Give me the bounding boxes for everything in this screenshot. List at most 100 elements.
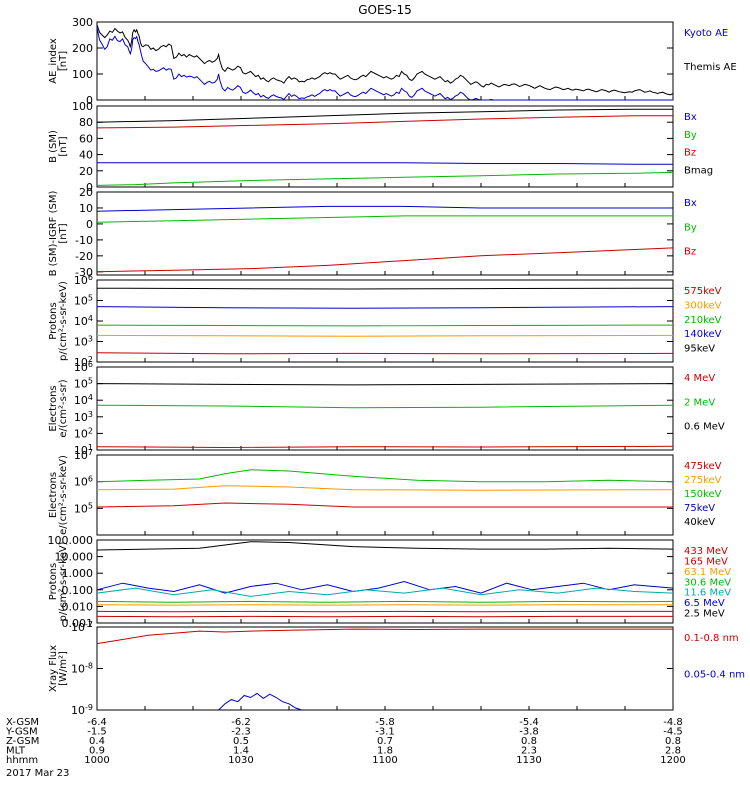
legend-entry: 2.5 MeV	[684, 609, 725, 620]
series-line-Bmag	[97, 109, 673, 122]
y-tick-label: 40	[79, 149, 93, 162]
series-line-475keV	[97, 503, 673, 507]
y-tick-label: 10-8	[71, 661, 93, 676]
legend-entry: By	[684, 222, 697, 233]
legend-entry: 140keV	[684, 329, 722, 340]
series-line-0-1-0-8-nm	[97, 629, 673, 644]
date-label: 2017 Mar 23	[6, 768, 69, 779]
y-tick-label: 20	[79, 165, 93, 178]
series-line-Bx	[97, 163, 673, 165]
legend-entry: 30.6 MeV	[684, 577, 731, 588]
y-tick-label: 102	[74, 426, 93, 441]
y-tick-label: 10-9	[71, 703, 93, 718]
y-axis-label: e/(cm²-s-sr-keV)	[58, 455, 69, 535]
panel-frame	[97, 455, 673, 535]
panel-protons_mev: 100.00010.0001.0000.1000.0100.001Protons…	[48, 534, 732, 630]
y-tick-label: 106	[74, 474, 93, 489]
y-tick-label: 80	[79, 116, 93, 129]
y-tick-label: 103	[74, 409, 93, 424]
y-axis-label: p/(cm²-s-sr-keV)	[58, 281, 69, 361]
series-line-Bz	[97, 116, 673, 128]
legend-entry: 165 MeV	[684, 556, 728, 567]
y-axis-label: [W/m²]	[58, 651, 69, 686]
series-line-Bx	[97, 206, 673, 211]
series-line-Bz	[97, 248, 673, 272]
y-tick-label: 10	[79, 202, 93, 215]
legend-entry: By	[684, 130, 697, 141]
legend-entry: Kyoto AE	[684, 28, 728, 39]
x-axis-row-label: hhmm	[6, 755, 38, 766]
legend-entry: 433 MeV	[684, 546, 728, 557]
x-axis-row-value: 1100	[372, 755, 397, 766]
y-tick-label: 106	[74, 360, 93, 375]
legend-entry: Themis AE	[683, 62, 737, 73]
y-tick-label: 106	[74, 273, 93, 288]
y-tick-label: 104	[74, 314, 93, 329]
y-tick-label: 100	[72, 100, 93, 113]
y-tick-label: -20	[75, 250, 93, 263]
series-line-275keV	[97, 486, 673, 491]
y-tick-label: 103	[74, 334, 93, 349]
legend-entry: 0.6 MeV	[684, 422, 725, 433]
legend-entry: 75keV	[684, 503, 715, 514]
legend-entry: 2 MeV	[684, 397, 715, 408]
series-line-300keV	[97, 335, 673, 336]
panel-frame	[97, 367, 673, 450]
legend-entry: Bz	[684, 247, 696, 258]
series-line-30-6-MeV	[97, 601, 673, 602]
y-tick-label: 0	[86, 218, 93, 231]
legend-entry: 4 MeV	[684, 373, 715, 384]
series-line-210keV	[97, 325, 673, 326]
legend-entry: Bx	[684, 198, 697, 209]
y-tick-label: 100.000	[48, 534, 94, 547]
legend-entry: Bz	[684, 148, 696, 159]
y-tick-label: 104	[74, 393, 93, 408]
series-line-575keV	[97, 353, 673, 354]
series-line-150keV	[97, 470, 673, 482]
plot-title: GOES-15	[358, 3, 412, 17]
panel-frame	[97, 627, 673, 710]
legend-entry: 300keV	[684, 300, 722, 311]
y-tick-label: 105	[74, 501, 93, 516]
legend-entry: 0.1-0.8 nm	[684, 633, 739, 644]
legend-entry: 6.5 MeV	[684, 598, 725, 609]
y-tick-label: -10	[75, 234, 93, 247]
x-axis-row-value: 1030	[228, 755, 253, 766]
y-tick-label: 300	[72, 16, 93, 29]
panel-frame	[97, 192, 673, 275]
series-line-140keV	[97, 307, 673, 309]
series-line-95keV	[97, 288, 673, 289]
x-axis-row-value: 1130	[516, 755, 541, 766]
legend-entry: 150keV	[684, 489, 722, 500]
panel-frame	[97, 280, 673, 362]
series-line-2-5-MeV	[97, 542, 673, 550]
series-line-2-MeV	[97, 405, 673, 408]
y-tick-label: 200	[72, 42, 93, 55]
x-axis-row-value: 1000	[84, 755, 109, 766]
legend-entry: 210keV	[684, 315, 722, 326]
panel-frame	[97, 540, 673, 623]
y-axis-label: [nT]	[58, 223, 69, 243]
y-tick-label: 100	[72, 68, 93, 81]
series-line-By	[97, 216, 673, 222]
x-axis-row-value: 1200	[660, 755, 685, 766]
y-tick-label: 20	[79, 186, 93, 199]
legend-entry: 275keV	[684, 475, 722, 486]
series-line-0-6-MeV	[97, 384, 673, 385]
panel-frame	[97, 106, 673, 187]
legend-entry: Bx	[684, 112, 697, 123]
y-axis-label: p/(cm²-s-sr-keV)	[58, 541, 69, 621]
panel-frame	[97, 22, 673, 100]
y-tick-label: 10-7	[71, 620, 93, 635]
y-axis-label: [nT]	[58, 51, 69, 71]
legend-entry: 40keV	[684, 517, 715, 528]
y-tick-label: 105	[74, 376, 93, 391]
legend-entry: Bmag	[684, 165, 713, 176]
